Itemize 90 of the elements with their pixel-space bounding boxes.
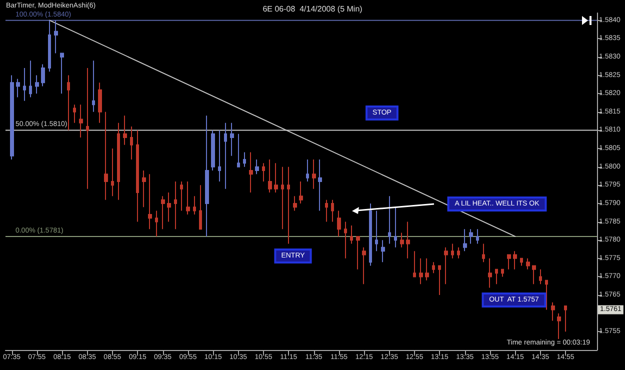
candlestick <box>312 159 316 190</box>
candlestick <box>211 130 215 172</box>
candlestick <box>161 196 165 230</box>
candlestick <box>369 202 372 266</box>
candlestick <box>337 210 341 237</box>
candlestick <box>230 122 234 156</box>
candlestick <box>413 250 416 278</box>
candlestick <box>174 181 177 230</box>
candlestick <box>564 306 567 332</box>
candlestick <box>362 246 366 285</box>
candlestick <box>224 122 227 190</box>
candlestick <box>350 224 353 244</box>
candlestick <box>331 199 334 222</box>
candlestick <box>425 258 429 281</box>
candlestick <box>287 166 290 244</box>
candlestick <box>136 130 139 222</box>
candlestick <box>262 162 265 182</box>
candlestick <box>551 302 555 322</box>
candlestick <box>193 196 196 215</box>
candlestick <box>495 268 498 285</box>
candlestick <box>54 20 58 54</box>
candlestick <box>532 265 536 285</box>
candlestick <box>394 206 397 248</box>
candlestick <box>432 262 435 274</box>
candlestick <box>306 159 309 182</box>
candlestick <box>375 210 378 252</box>
candlestick <box>60 52 64 94</box>
candlestick <box>513 250 517 270</box>
candlestick <box>92 60 95 112</box>
candlestick <box>237 133 240 168</box>
candlestick <box>444 246 448 285</box>
candlestick <box>35 74 39 94</box>
candlestick <box>388 196 391 244</box>
candlestick <box>400 232 404 248</box>
candlestick <box>142 170 146 208</box>
candlestick <box>130 126 133 160</box>
candlestick <box>274 162 278 193</box>
candlestick <box>268 159 272 193</box>
candlestick <box>545 280 548 310</box>
candlestick <box>123 115 127 146</box>
candlestick <box>325 199 328 222</box>
candlestick <box>148 174 152 230</box>
candlestick <box>451 243 454 259</box>
candlestick <box>79 104 83 138</box>
candlestick <box>557 312 561 340</box>
candlestick <box>406 221 410 259</box>
candlestick <box>205 115 209 237</box>
candlestick <box>67 74 70 131</box>
candlestick <box>186 181 190 215</box>
candlestick <box>344 221 347 259</box>
candlestick <box>476 228 479 244</box>
candlestick <box>469 228 473 244</box>
candlestick <box>23 67 26 102</box>
candlestick <box>243 152 246 168</box>
candlestick <box>539 268 542 285</box>
candlestick <box>281 166 284 230</box>
candlestick <box>501 268 504 278</box>
candlestick <box>73 104 76 124</box>
candlestick <box>218 130 221 182</box>
candlestick <box>104 111 108 200</box>
candlestick <box>10 74 14 160</box>
candlestick <box>86 67 89 190</box>
candlestick <box>249 152 253 193</box>
candlestick <box>155 210 158 237</box>
candlestick <box>507 254 511 270</box>
candlestick <box>299 181 303 204</box>
candlestick <box>457 246 460 259</box>
candlestick <box>520 258 523 266</box>
candlestick <box>117 122 120 200</box>
chart-title: 6E 06-08 4/14/2008 (5 Min) <box>262 4 363 14</box>
candlestick <box>180 181 183 212</box>
candlestick <box>318 159 322 212</box>
candlestick <box>356 236 360 270</box>
candlestick <box>526 258 530 270</box>
candlestick <box>29 60 32 98</box>
candlestick <box>419 258 423 285</box>
candlestick <box>41 64 45 87</box>
candlestick <box>438 265 441 296</box>
candlestick <box>463 228 467 252</box>
candlestick <box>381 240 385 263</box>
candlestick <box>98 82 102 124</box>
candlestick <box>167 192 171 222</box>
candlestick <box>293 196 297 212</box>
candlestick <box>488 258 492 288</box>
candlestick <box>199 184 202 230</box>
candlestick <box>48 20 51 72</box>
candlestick <box>16 78 20 98</box>
candlestick <box>482 243 485 263</box>
candlestick <box>255 159 259 175</box>
candlestick <box>111 148 114 197</box>
